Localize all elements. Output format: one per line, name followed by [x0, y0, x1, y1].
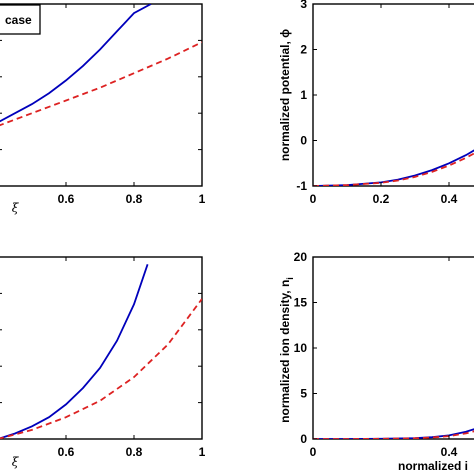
series-line-1 [313, 152, 474, 186]
y-tick-label: 0 [300, 432, 307, 446]
x-tick-label: 0.8 [126, 445, 143, 459]
x-tick-label: 1 [199, 445, 206, 459]
y-axis-label-subscript: i [285, 277, 295, 280]
x-tick-label: 0.6 [58, 192, 75, 206]
series-line-0 [0, 264, 149, 439]
plot-frame [312, 3, 474, 187]
x-tick-label: 0 [310, 192, 317, 206]
y-tick-label: 2 [300, 43, 307, 57]
y-tick-label: -1 [296, 179, 307, 193]
y-axis-label: normalized potential, ϕ [278, 29, 292, 161]
y-tick-label: 0 [300, 134, 307, 148]
y-tick-label: 10 [294, 341, 308, 355]
x-axis-label: ξ [12, 455, 20, 469]
plot-frame [312, 256, 474, 440]
x-tick-label: 0.4 [441, 192, 458, 206]
y-tick-label: 1 [300, 88, 307, 102]
series-line-1 [313, 430, 474, 439]
series-line-0 [313, 149, 474, 186]
y-tick-label: 5 [300, 387, 307, 401]
y-tick-label: 15 [294, 296, 308, 310]
panel-bottom-left: 0.6 0.8 1 ξ [0, 256, 206, 469]
x-tick-label: 0.8 [126, 192, 143, 206]
plot-frame [0, 256, 203, 440]
y-tick-label: 20 [294, 250, 308, 264]
legend-entry: case [5, 13, 32, 27]
x-axis-label: ξ [12, 201, 20, 215]
x-tick-label: 0.6 [58, 445, 75, 459]
x-tick-label: 1 [199, 192, 206, 206]
x-tick-label: 0.4 [441, 445, 458, 459]
x-axis-label: normalized i [398, 459, 468, 473]
plot-frame [0, 3, 203, 187]
x-tick-label: 0 [310, 445, 317, 459]
series-line-1 [0, 41, 202, 127]
y-axis-label: normalized ion density, ni [278, 277, 295, 423]
y-tick-label: 3 [300, 0, 307, 11]
panel-top-left: 0.6 0.8 1 ξ case [0, 3, 206, 215]
legend-box [0, 4, 41, 35]
series-line-1 [0, 298, 202, 439]
x-tick-label: 0.2 [373, 192, 390, 206]
series-line-0 [313, 428, 474, 439]
series-line-0 [0, 4, 152, 123]
